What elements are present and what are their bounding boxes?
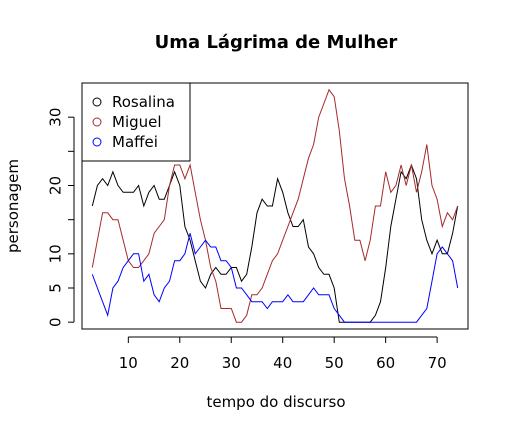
y-axis-label: personagem (4, 159, 22, 253)
plot-frame (81, 82, 469, 330)
series-line-rosalina (91, 163, 459, 323)
legend-marker-miguel (92, 117, 102, 127)
x-axis-label: tempo do discurso (206, 393, 345, 411)
y-tick-label: 20 (47, 176, 65, 195)
legend-label-miguel: Miguel (112, 113, 162, 131)
series-line-miguel (91, 88, 459, 323)
series-line-maffei (91, 233, 459, 323)
chart-title: Uma Lágrima de Mulher (155, 32, 398, 53)
x-tick-label: 70 (428, 354, 447, 372)
legend-label-rosalina: Rosalina (112, 93, 175, 111)
series-layer (91, 88, 459, 323)
x-tick-label: 50 (325, 354, 344, 372)
x-tick-label: 40 (273, 354, 292, 372)
y-axis: 0 5 10 20 30 (47, 108, 75, 327)
y-tick-label: 30 (47, 108, 65, 127)
x-tick-label: 10 (119, 354, 138, 372)
x-tick-label: 60 (376, 354, 395, 372)
legend: Rosalina Miguel Maffei (81, 82, 191, 162)
y-tick-label: 0 (47, 317, 65, 327)
x-axis: 10 20 30 40 50 60 70 (119, 336, 447, 372)
legend-label-maffei: Maffei (112, 133, 158, 151)
y-tick-label: 5 (47, 283, 65, 293)
x-tick-label: 30 (222, 354, 241, 372)
x-tick-label: 20 (170, 354, 189, 372)
legend-marker-maffei (92, 137, 102, 147)
legend-marker-rosalina (92, 97, 102, 107)
y-tick-label: 10 (47, 244, 65, 263)
legend-box (81, 82, 191, 162)
